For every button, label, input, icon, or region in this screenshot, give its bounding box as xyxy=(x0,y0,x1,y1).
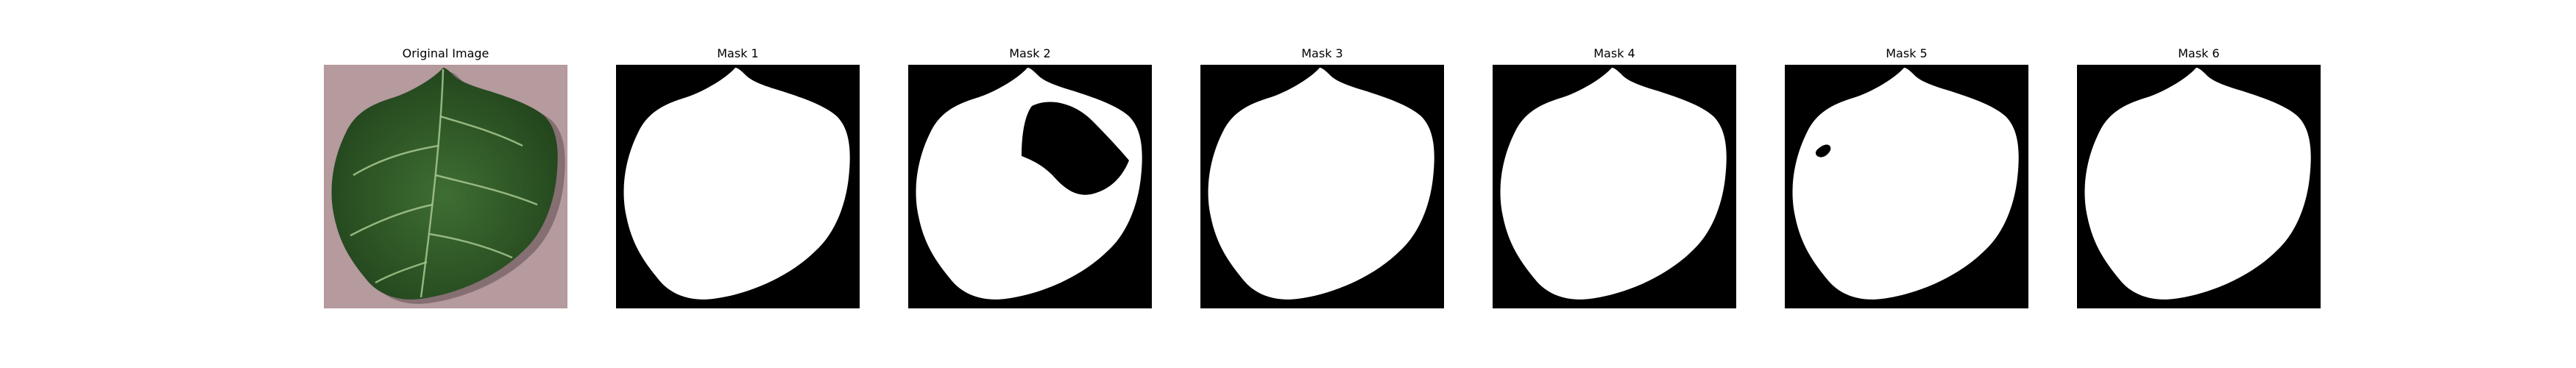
leaf-vein xyxy=(435,174,538,206)
mask-image xyxy=(908,65,1152,308)
mask-panel-5: Mask 5 xyxy=(1785,45,2028,310)
mask-foreground xyxy=(1792,68,2019,300)
mask-image xyxy=(616,65,860,308)
original-image-panel: Original Image xyxy=(324,45,567,310)
mask-speck xyxy=(1815,144,1831,158)
leaf-vein xyxy=(439,115,523,147)
mask-canvas xyxy=(1785,65,2028,308)
mask-panel-1: Mask 1 xyxy=(616,45,860,310)
leaf-vein xyxy=(420,68,445,298)
mask-canvas xyxy=(616,65,860,308)
leaf-vein xyxy=(375,261,428,284)
mask-hole xyxy=(1022,102,1129,195)
mask-canvas xyxy=(1493,65,1736,308)
leaf-photo xyxy=(324,65,567,308)
panel-title: Mask 4 xyxy=(1593,46,1635,60)
mask-image xyxy=(2077,65,2321,308)
leaf-vein xyxy=(429,233,513,259)
leaf-photo-canvas xyxy=(324,65,567,308)
mask-foreground xyxy=(1500,68,1727,300)
mask-panel-3: Mask 3 xyxy=(1200,45,1444,310)
mask-foreground xyxy=(623,68,850,300)
mask-foreground xyxy=(1208,68,1434,300)
panel-title: Mask 6 xyxy=(2178,46,2220,60)
mask-panel-2: Mask 2 xyxy=(908,45,1152,310)
mask-panel-6: Mask 6 xyxy=(2077,45,2321,310)
mask-image xyxy=(1493,65,1736,308)
panel-title: Original Image xyxy=(402,46,489,60)
leaf-vein xyxy=(353,144,439,177)
mask-panel-4: Mask 4 xyxy=(1493,45,1736,310)
leaf-shape xyxy=(331,68,558,300)
mask-image xyxy=(1200,65,1444,308)
panel-title: Mask 5 xyxy=(1886,46,1928,60)
leaf-vein xyxy=(350,203,434,237)
panel-title: Mask 1 xyxy=(717,46,759,60)
panel-title: Mask 2 xyxy=(1009,46,1051,60)
mask-image xyxy=(1785,65,2028,308)
mask-canvas xyxy=(1200,65,1444,308)
panel-title: Mask 3 xyxy=(1301,46,1343,60)
mask-foreground xyxy=(2084,68,2311,300)
mask-canvas xyxy=(908,65,1152,308)
mask-canvas xyxy=(2077,65,2321,308)
